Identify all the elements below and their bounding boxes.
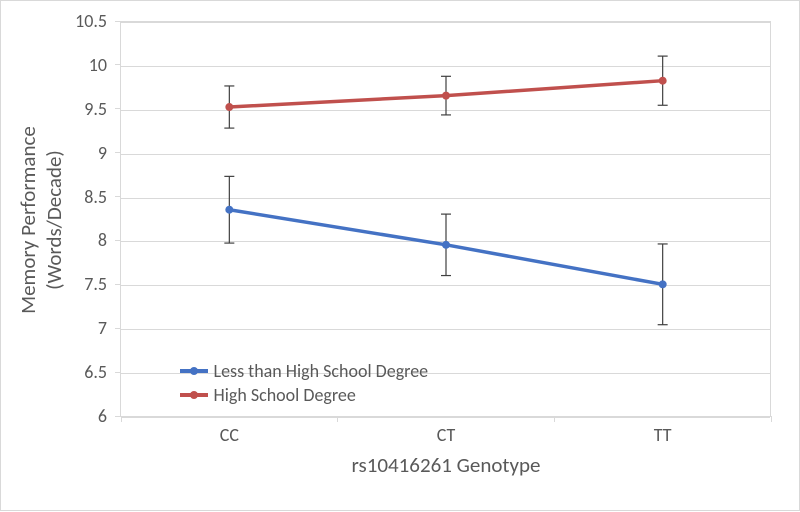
legend-item: Less than High School Degree (180, 360, 429, 382)
y-tick-label: 9.5 (1, 98, 107, 120)
legend-swatch (180, 369, 208, 373)
series-marker (442, 241, 450, 249)
series-marker (442, 92, 450, 100)
chart-container: Memory Performance (Words/Decade) rs1041… (0, 0, 800, 511)
legend-swatch (180, 393, 208, 397)
legend-marker-icon (190, 367, 198, 375)
legend-item: High School Degree (180, 384, 429, 406)
series-marker (225, 206, 233, 214)
y-tick-label: 10.5 (1, 10, 107, 32)
series-marker (659, 77, 667, 85)
y-tick-label: 9 (1, 142, 107, 164)
x-tick (337, 416, 338, 422)
legend-label: High School Degree (214, 384, 356, 406)
legend: Less than High School DegreeHigh School … (180, 360, 429, 408)
x-axis-line (121, 416, 771, 417)
y-tick-label: 10 (1, 54, 107, 76)
x-tick (771, 416, 772, 422)
series-marker (659, 280, 667, 288)
y-tick-label: 8 (1, 229, 107, 251)
y-tick-label: 7 (1, 317, 107, 339)
x-tick-label: CC (220, 424, 239, 446)
y-tick-label: 7.5 (1, 273, 107, 295)
y-axis-line (120, 21, 121, 416)
x-tick (121, 416, 122, 422)
x-tick (554, 416, 555, 422)
y-tick-label: 8.5 (1, 186, 107, 208)
legend-label: Less than High School Degree (214, 360, 429, 382)
x-tick-label: CT (437, 424, 455, 446)
legend-marker-icon (190, 391, 198, 399)
y-tick-label: 6 (1, 405, 107, 427)
series-marker (225, 103, 233, 111)
y-tick-label: 6.5 (1, 361, 107, 383)
x-tick-label: TT (654, 424, 672, 446)
